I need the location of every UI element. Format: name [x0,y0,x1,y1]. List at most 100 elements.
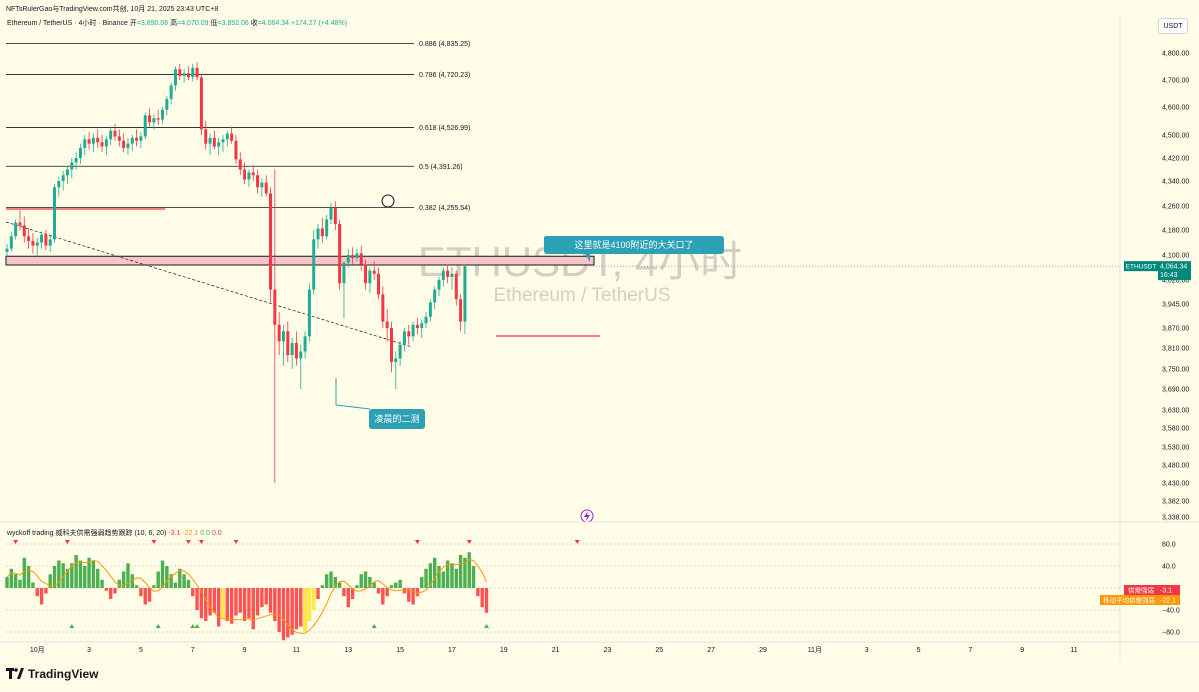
price-tick-label: 4,020.00 [1162,278,1189,285]
price-tick-label: 3,430.00 [1162,481,1189,488]
candle-body [368,270,372,284]
indicator-bar [186,579,191,588]
candle-body [199,77,203,130]
candle-body [96,137,100,143]
candle-body [251,172,255,176]
candle-body [83,139,87,148]
indicator-pane[interactable]: 80.0 40.0 0.0 −40.0 −80.0 [5,540,1180,641]
candle-body [264,182,268,194]
indicator-bar [221,588,225,619]
watermark-sub: Ethereum / TetherUS [493,285,670,306]
price-zones[interactable] [5,208,1120,337]
indicator-bar [294,588,299,630]
indicator-bar [303,588,307,632]
sell-signal-marker [198,540,204,544]
indicator-tag-label: 供需强弱 [1128,586,1154,595]
indicator-bar [31,582,35,588]
candle [411,321,415,342]
time-tick-label: 13 [344,647,352,654]
indicator-bar [156,571,160,588]
candle [204,121,208,150]
candles[interactable] [5,62,467,483]
candle-body [225,133,229,140]
candle-body [156,118,160,120]
time-tick-label: 7 [191,647,195,654]
indicator-bar [5,577,9,588]
indicator-bar [117,579,122,588]
last-price-tag-bg [1158,261,1191,281]
candle [281,324,285,366]
candle [35,237,39,257]
indicator-legend: wyckoff trading 威科夫供需强弱趋势跟踪 (10, 6, 20) … [7,528,222,538]
annotation-callout-2-box [369,409,425,429]
indicator-bar [147,588,152,602]
indicator-bar [113,588,117,594]
candle-body [398,344,402,359]
candle-body [5,248,9,252]
indicator-bar [329,571,333,588]
candle [173,66,177,91]
sell-signal-marker [233,540,239,544]
high-value: =4,070.09 [177,20,209,27]
candle [5,244,9,257]
indicator-bar [35,588,39,597]
annotation-callout-2-text: 凌晨的二测 [374,413,419,424]
candle-body [303,336,307,352]
candle-body [122,140,126,148]
candle-body [446,270,450,277]
currency-badge[interactable]: USDT [1158,18,1188,34]
symbol-name[interactable]: Ethereum / TetherUS · 4小时 · Binance [7,20,128,27]
candle-body [277,324,281,342]
candle [230,126,234,144]
time-tick-label: 21 [552,647,560,654]
candle-body [182,73,186,76]
candle [165,96,169,116]
candle [31,233,35,254]
indicator-bar [394,582,398,588]
candle-body [273,289,277,325]
indicator-tag-label: 移动平均供需强弱 [1103,596,1155,605]
indicator-bar [432,557,437,588]
candle-body [385,321,389,328]
indicator-bar [121,571,126,588]
candle-body [286,331,290,355]
lightning-icon-circle [580,509,594,523]
candle [398,341,402,366]
fibonacci-levels[interactable]: 0.886 (4,835.25) 0.786 (4,720.23) 0.618 (4… [6,41,470,212]
candle [420,320,424,338]
candle [428,299,432,322]
indicator-tick-label: −40.0 [1162,608,1180,615]
candle-body [143,115,147,137]
candle-body [269,193,273,290]
candle [14,219,18,240]
candle-body [22,225,26,237]
indicator-bar [9,568,14,588]
candle [385,308,389,342]
indicator-bar [355,585,359,588]
candle-body [420,323,424,328]
candle [329,202,333,224]
time-tick-label: 9 [1020,647,1024,654]
indicator-bar [238,588,242,613]
indicator-name[interactable]: wyckoff trading 威科夫供需强弱趋势跟踪 (10, 6, 20) [7,530,167,537]
watermark-main: ETHUSDT, 4小时 [418,238,742,285]
indicator-bar [70,563,74,588]
price-axis[interactable]: 4,800.00 4,700.00 4,600.00 4,500.00 4,420.00… [0,16,1199,660]
indicator-bar [229,588,234,624]
candle [74,152,78,170]
tradingview-logo[interactable]: TradingView [6,667,98,681]
price-tick-label: 3,338.00 [1162,515,1189,522]
indicator-bar [199,588,204,619]
candle [260,178,264,197]
time-tick-label: 11 [293,647,300,654]
candle-body [57,181,61,188]
time-axis[interactable]: 10月 3 5 7 9 11 13 15 17 19 21 23 25 27 29 11月 3 5 7 9 11 [30,646,1078,654]
candle [294,331,298,366]
last-price-tag-value: 4,064.34 [1160,264,1187,271]
trend-lines[interactable] [5,194,594,523]
lightning-icon [580,509,594,523]
indicator-tag-value: -22.1 [1160,598,1176,605]
indicator-tag-label-bg [1124,585,1158,595]
